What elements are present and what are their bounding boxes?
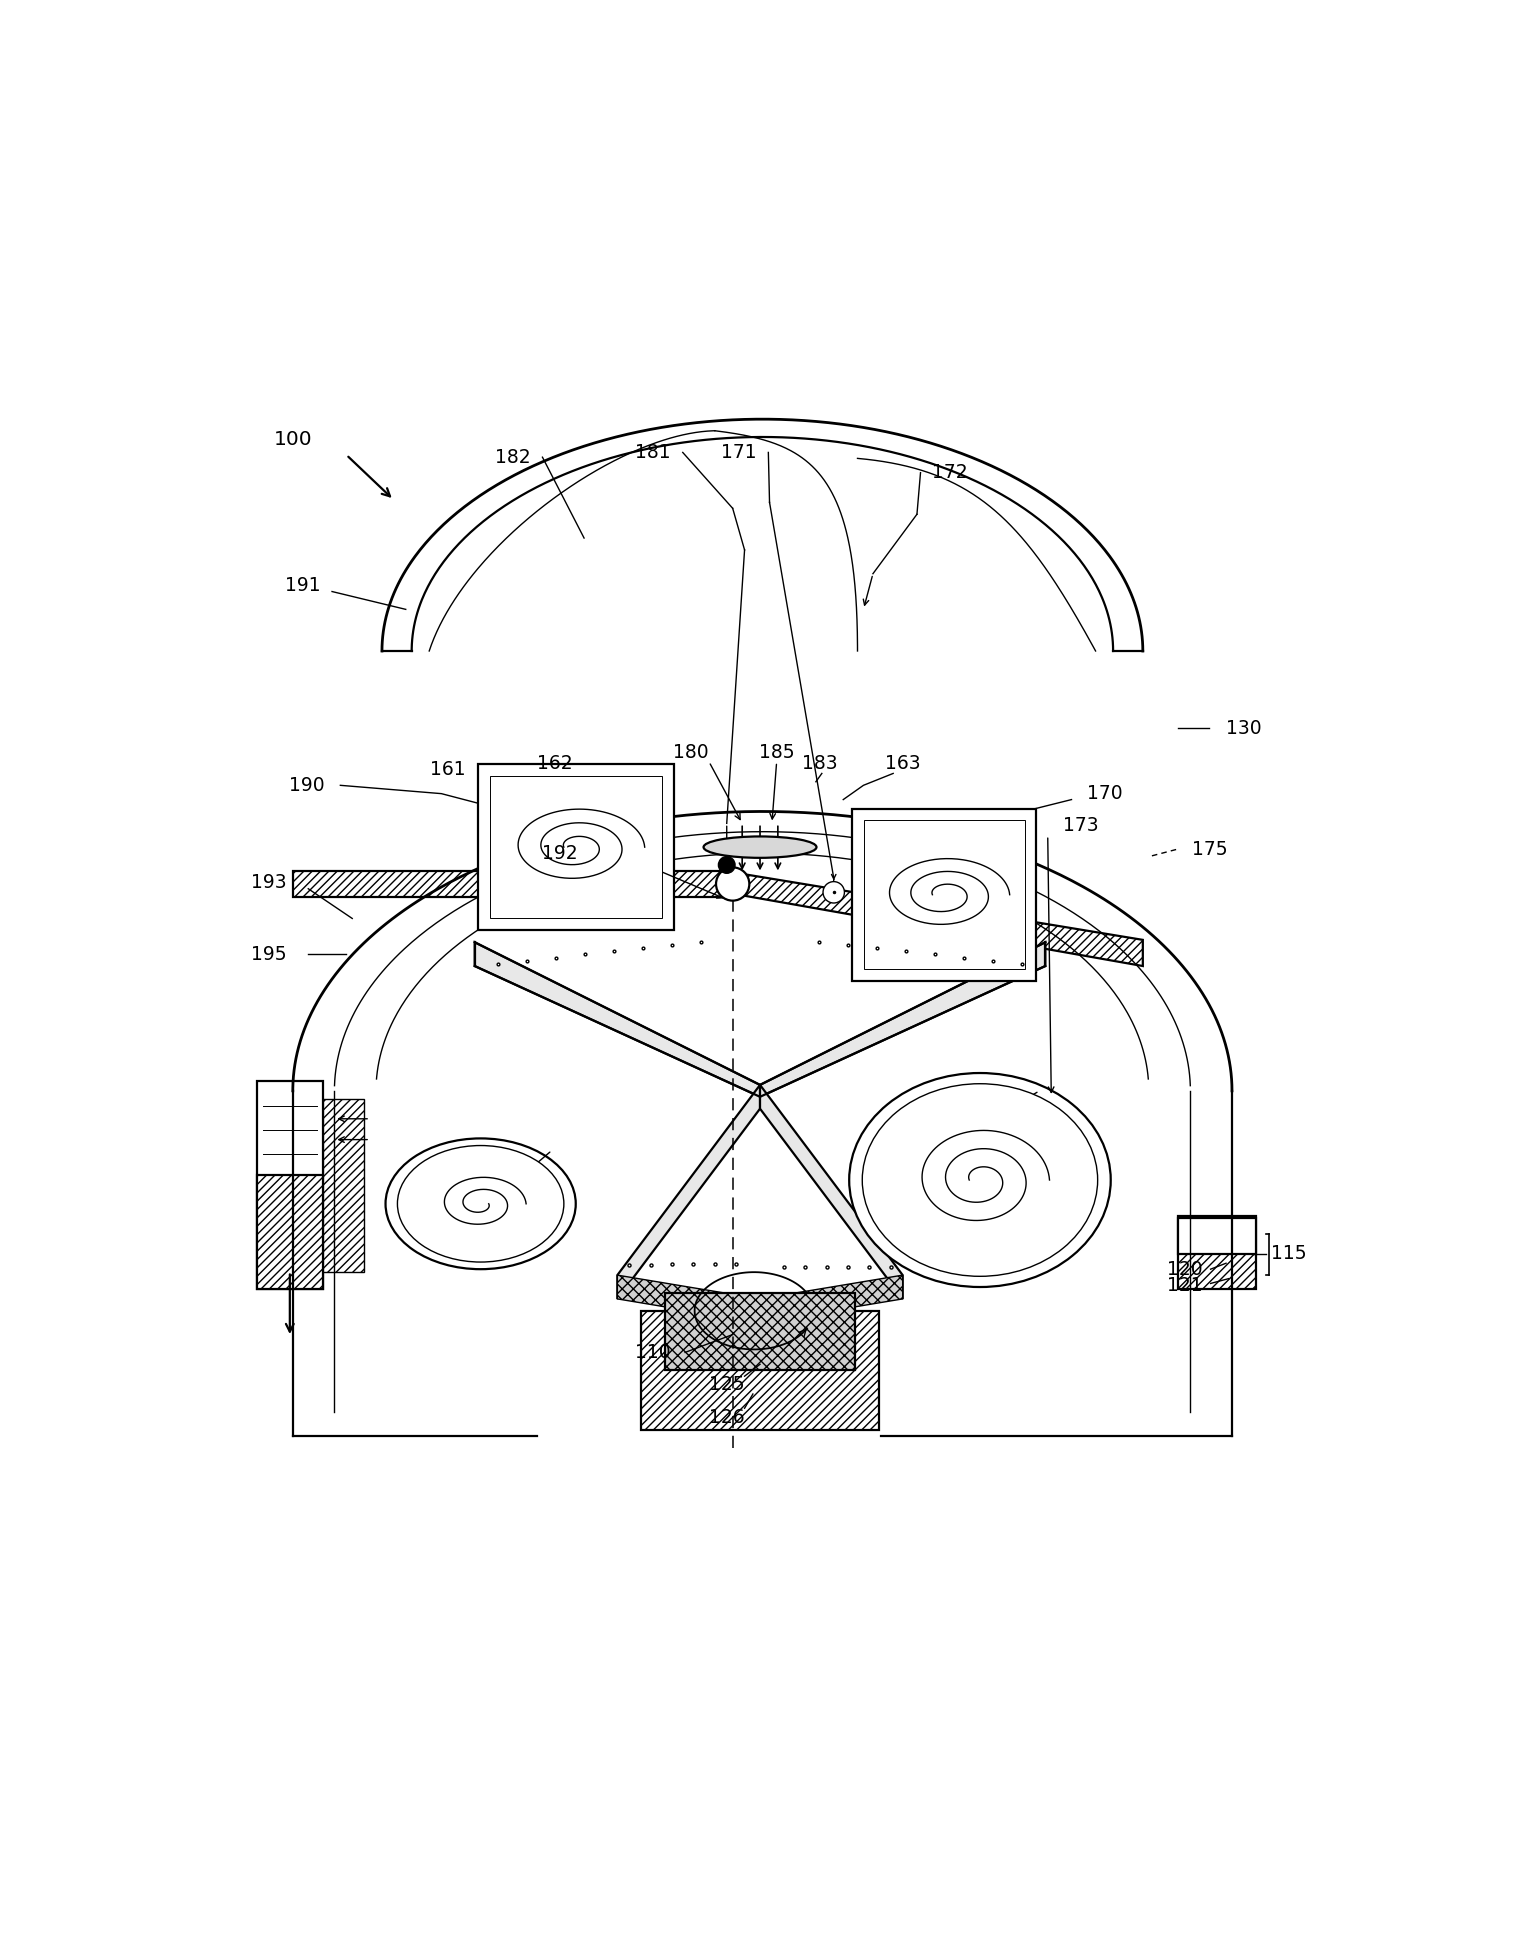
Text: 180: 180 <box>673 743 709 762</box>
Polygon shape <box>759 943 1045 1098</box>
Polygon shape <box>293 870 733 898</box>
Text: 195: 195 <box>252 945 287 964</box>
Polygon shape <box>489 776 663 919</box>
Text: 163: 163 <box>885 755 920 774</box>
Ellipse shape <box>385 1139 575 1270</box>
Bar <box>664 1294 854 1370</box>
Text: 121: 121 <box>1167 1276 1203 1296</box>
Bar <box>258 1082 322 1290</box>
Polygon shape <box>864 821 1025 968</box>
Text: 182: 182 <box>495 447 531 466</box>
Polygon shape <box>474 943 759 1098</box>
Text: 120: 120 <box>1167 1260 1203 1278</box>
Text: 162: 162 <box>537 755 572 774</box>
Text: 172: 172 <box>933 463 968 482</box>
Text: 171: 171 <box>721 443 756 463</box>
Text: 190: 190 <box>290 776 325 796</box>
Text: 125: 125 <box>709 1376 744 1394</box>
Bar <box>1178 1215 1256 1290</box>
Polygon shape <box>853 809 1037 980</box>
Polygon shape <box>739 874 1143 966</box>
Text: 175: 175 <box>1192 841 1227 858</box>
Bar <box>641 1311 879 1429</box>
Circle shape <box>718 857 735 874</box>
Bar <box>1178 1217 1256 1254</box>
Ellipse shape <box>397 1145 565 1262</box>
Text: 130: 130 <box>1226 719 1261 737</box>
Text: 192: 192 <box>543 843 578 862</box>
Ellipse shape <box>704 837 816 858</box>
Circle shape <box>824 882 844 904</box>
Ellipse shape <box>850 1072 1111 1288</box>
Polygon shape <box>759 1086 902 1299</box>
Text: 170: 170 <box>1088 784 1123 804</box>
Text: 110: 110 <box>635 1343 670 1362</box>
Polygon shape <box>477 764 673 931</box>
Ellipse shape <box>862 1084 1098 1276</box>
Text: 100: 100 <box>273 429 311 449</box>
Bar <box>322 1100 364 1272</box>
Text: 115: 115 <box>1272 1245 1307 1264</box>
Text: 185: 185 <box>759 743 795 762</box>
Text: 126: 126 <box>709 1409 744 1427</box>
Polygon shape <box>617 1086 759 1299</box>
Circle shape <box>716 868 749 902</box>
Text: 173: 173 <box>1063 815 1098 835</box>
Text: 193: 193 <box>252 874 287 892</box>
Text: 161: 161 <box>430 760 465 780</box>
Text: 181: 181 <box>635 443 670 463</box>
Bar <box>258 1174 322 1290</box>
Text: 183: 183 <box>802 755 838 774</box>
Polygon shape <box>617 1276 902 1323</box>
Text: 191: 191 <box>284 576 321 596</box>
